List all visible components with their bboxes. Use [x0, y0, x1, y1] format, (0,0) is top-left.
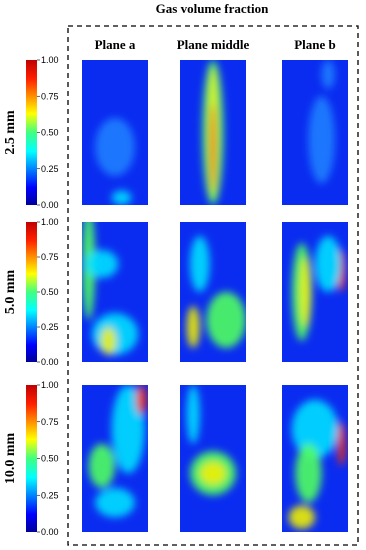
- field-blob: [111, 385, 145, 474]
- column-label: Plane a: [95, 37, 136, 52]
- colorbar-tick-label: 1.00: [41, 55, 59, 65]
- field-blobs: [82, 222, 139, 355]
- figure-title: Gas volume fraction: [156, 1, 269, 16]
- field-blob: [136, 385, 147, 415]
- colorbar-tick-label: 0.50: [41, 454, 59, 464]
- colorbar-tick-label: 0.00: [41, 357, 59, 367]
- field-blob: [308, 96, 335, 184]
- field-blob: [100, 327, 117, 355]
- field-panel: [82, 222, 148, 362]
- field-blob: [85, 250, 119, 278]
- row-label: 5.0 mm: [3, 270, 18, 315]
- field-blobs: [291, 236, 346, 341]
- field-blobs: [88, 385, 147, 518]
- colorbar-tick-label: 1.00: [41, 380, 59, 390]
- field-blob: [299, 257, 311, 327]
- field-blob: [206, 292, 246, 348]
- colorbar-tick-label: 0.50: [41, 287, 59, 297]
- colorbar-tick-label: 0.75: [41, 417, 59, 427]
- field-panel: [282, 60, 348, 205]
- row-label: 10.0 mm: [3, 433, 18, 485]
- row-label: 2.5 mm: [3, 110, 18, 155]
- colorbar: [26, 60, 37, 205]
- colorbar-tick-label: 0.75: [41, 252, 59, 262]
- field-blob: [291, 399, 339, 459]
- colorbar-tick-label: 0.00: [41, 527, 59, 537]
- column-label: Plane b: [294, 37, 336, 52]
- field-blob: [199, 461, 227, 485]
- colorbar-tick-label: 0.00: [41, 200, 59, 210]
- field-panel: [282, 222, 348, 362]
- field-blobs: [95, 118, 135, 205]
- field-blobs: [186, 236, 246, 348]
- field-panel: [180, 385, 246, 532]
- field-blob: [111, 190, 132, 205]
- field-blob: [189, 236, 210, 292]
- field-blobs: [202, 60, 224, 205]
- field-panel: [180, 60, 246, 205]
- field-blobs: [308, 60, 335, 184]
- field-blob: [210, 103, 216, 191]
- field-blob: [186, 306, 200, 348]
- field-blobs: [186, 385, 237, 496]
- field-blob: [337, 421, 346, 466]
- field-blob: [288, 505, 315, 530]
- field-panel: [282, 385, 348, 532]
- colorbar-tick-label: 1.00: [41, 217, 59, 227]
- dashed-frame: [67, 25, 359, 546]
- colorbar-tick-label: 0.75: [41, 91, 59, 101]
- colorbar-tick-label: 0.25: [41, 490, 59, 500]
- field-blob: [295, 443, 322, 503]
- colorbar-tick-label: 0.50: [41, 128, 59, 138]
- field-panel: [82, 385, 148, 532]
- field-blob: [186, 385, 200, 444]
- field-panel: [82, 60, 148, 205]
- colorbar-tick-label: 0.25: [41, 164, 59, 174]
- colorbar: [26, 385, 37, 532]
- colorbar: [26, 222, 37, 362]
- field-blob: [88, 443, 116, 488]
- field-panel: [180, 222, 246, 362]
- field-blob: [315, 236, 342, 292]
- field-blobs: [288, 399, 346, 530]
- colorbar-tick-label: 0.25: [41, 322, 59, 332]
- field-blob: [95, 118, 135, 176]
- column-label: Plane middle: [177, 37, 250, 52]
- field-blob: [95, 487, 135, 518]
- content: Plane a Plane middle Plane b 2.5 mm 1.00 0.75…: [3, 37, 348, 537]
- field-blob: [321, 60, 335, 89]
